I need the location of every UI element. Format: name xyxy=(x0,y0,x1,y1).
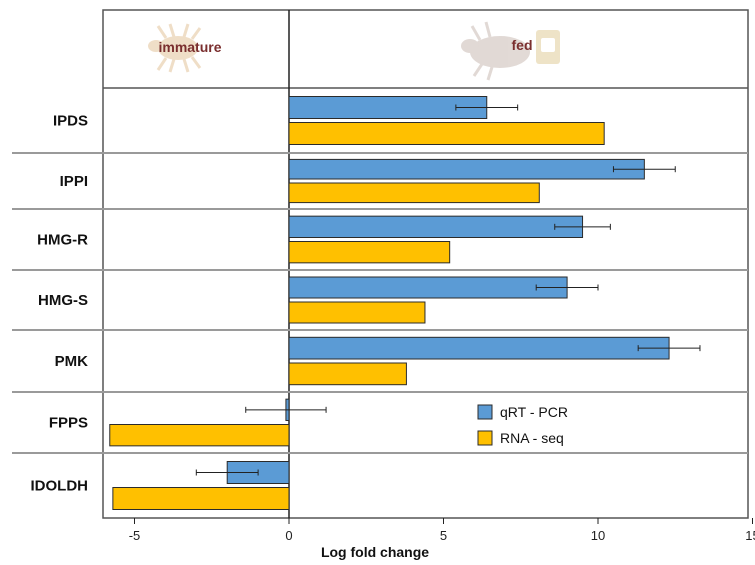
x-tick-label: 10 xyxy=(591,528,605,543)
bar-qrt-pcr xyxy=(288,276,568,299)
category-label: HMG-R xyxy=(37,232,88,249)
bar-rna-seq xyxy=(112,487,290,510)
legend-swatch xyxy=(477,430,493,446)
legend-swatch xyxy=(477,404,493,420)
category-label: FPPS xyxy=(49,415,88,432)
fed-label: fed xyxy=(512,37,533,53)
bar-qrt-pcr xyxy=(288,215,584,238)
x-tick-label: -5 xyxy=(129,528,141,543)
x-tick-label: 5 xyxy=(440,528,447,543)
legend: qRT - PCR RNA - seq xyxy=(477,404,568,446)
x-axis: -5 0 5 10 15 Log fold change xyxy=(129,518,755,560)
x-tick-label: 15 xyxy=(745,528,755,543)
gene-rows: IPDS IPPI HMG-R HMG-S PMK FPPS IDOLDH xyxy=(12,113,748,495)
blood-bag-icon xyxy=(536,30,560,64)
category-label: HMG-S xyxy=(38,292,88,309)
chart-header: immature fed xyxy=(148,21,560,81)
bar-rna-seq xyxy=(288,122,605,145)
bar-rna-seq xyxy=(288,182,540,204)
category-label: PMK xyxy=(55,353,89,370)
bar-rna-seq xyxy=(288,301,426,324)
legend-label: RNA - seq xyxy=(500,430,564,446)
category-label: IDOLDH xyxy=(31,478,89,495)
bar-qrt-pcr xyxy=(288,158,645,180)
frame-border xyxy=(102,9,749,519)
bar-rna-seq xyxy=(288,362,407,386)
category-label: IPDS xyxy=(53,113,88,130)
engorged-tick-icon xyxy=(461,21,530,81)
legend-label: qRT - PCR xyxy=(500,404,568,420)
tick-icon xyxy=(148,23,202,73)
bar-rna-seq xyxy=(109,424,290,447)
bar-qrt-pcr xyxy=(288,336,670,360)
immature-label: immature xyxy=(158,39,221,55)
bar-rna-seq xyxy=(288,241,451,264)
x-axis-title: Log fold change xyxy=(321,544,429,560)
category-label: IPPI xyxy=(60,173,88,190)
x-tick-label: 0 xyxy=(285,528,292,543)
bars xyxy=(109,96,701,510)
